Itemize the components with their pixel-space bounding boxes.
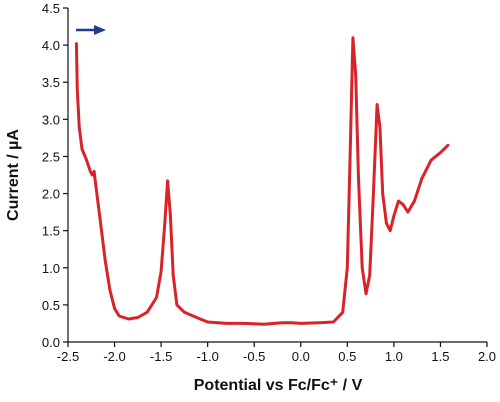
x-tick-label: -1.5 <box>150 349 172 364</box>
y-tick-label: 3.5 <box>42 75 60 90</box>
y-tick-label: 3.0 <box>42 112 60 127</box>
y-tick-label: 2.0 <box>42 187 60 202</box>
y-tick-label: 1.5 <box>42 224 60 239</box>
x-tick-label: 1.5 <box>431 349 449 364</box>
x-tick-label: 0.5 <box>338 349 356 364</box>
x-tick-label: 0.0 <box>292 349 310 364</box>
y-axis-title: Current / µA <box>5 129 22 221</box>
y-tick-label: 4.0 <box>42 38 60 53</box>
y-tick-label: 0.5 <box>42 298 60 313</box>
x-tick-label: -2.0 <box>103 349 125 364</box>
y-tick-label: 4.5 <box>42 1 60 16</box>
x-tick-label: 1.0 <box>385 349 403 364</box>
x-tick-label: -2.5 <box>57 349 79 364</box>
scan-direction-arrow <box>76 25 106 35</box>
x-tick-label: -1.0 <box>196 349 218 364</box>
y-tick-label: 2.5 <box>42 149 60 164</box>
y-tick-label: 0.0 <box>42 335 60 350</box>
x-tick-label: 2.0 <box>478 349 496 364</box>
x-tick-label: -0.5 <box>243 349 265 364</box>
y-tick-label: 1.0 <box>42 261 60 276</box>
x-axis-title: Potential vs Fc/Fc⁺ / V <box>194 377 363 394</box>
data-line <box>74 36 450 326</box>
